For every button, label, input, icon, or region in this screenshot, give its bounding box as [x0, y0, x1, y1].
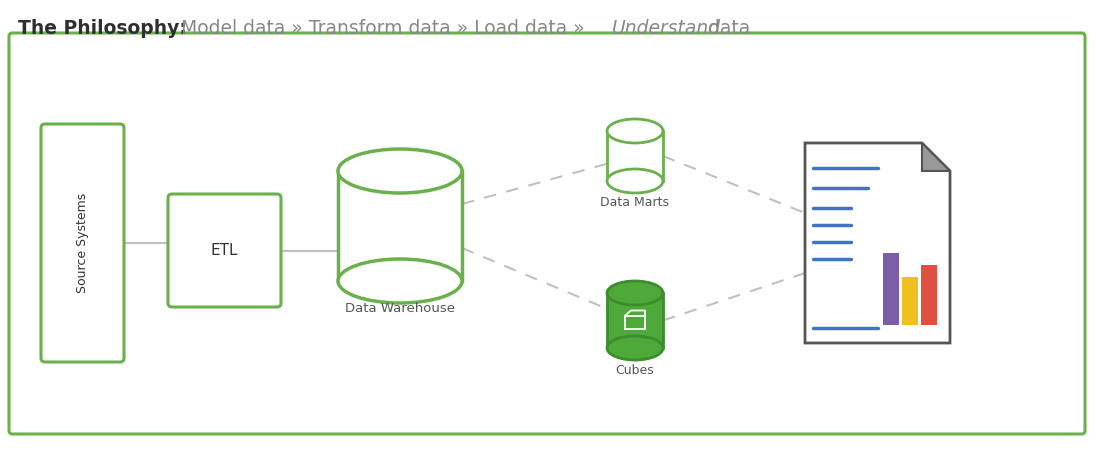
Text: Source Systems: Source Systems: [76, 193, 89, 293]
FancyBboxPatch shape: [168, 194, 281, 307]
Text: Cubes: Cubes: [616, 363, 654, 376]
Text: Data Marts: Data Marts: [601, 197, 670, 209]
Ellipse shape: [607, 169, 663, 193]
Polygon shape: [338, 171, 462, 281]
Text: data: data: [702, 19, 750, 38]
Text: Understand: Understand: [612, 19, 721, 38]
Polygon shape: [607, 131, 663, 181]
Bar: [883, 253, 899, 325]
Text: The Philosophy:: The Philosophy:: [18, 19, 187, 38]
Ellipse shape: [338, 259, 462, 303]
Text: Model data » Transform data » Load data »: Model data » Transform data » Load data …: [175, 19, 591, 38]
Ellipse shape: [607, 281, 663, 305]
Bar: [921, 265, 937, 325]
Ellipse shape: [338, 149, 462, 193]
Polygon shape: [805, 143, 950, 343]
Polygon shape: [607, 293, 663, 348]
FancyBboxPatch shape: [41, 124, 124, 362]
Bar: [901, 277, 918, 325]
Text: ETL: ETL: [211, 243, 238, 258]
Polygon shape: [922, 143, 950, 171]
Ellipse shape: [607, 119, 663, 143]
Ellipse shape: [607, 336, 663, 360]
FancyBboxPatch shape: [9, 33, 1085, 434]
Text: Data Warehouse: Data Warehouse: [345, 303, 455, 315]
